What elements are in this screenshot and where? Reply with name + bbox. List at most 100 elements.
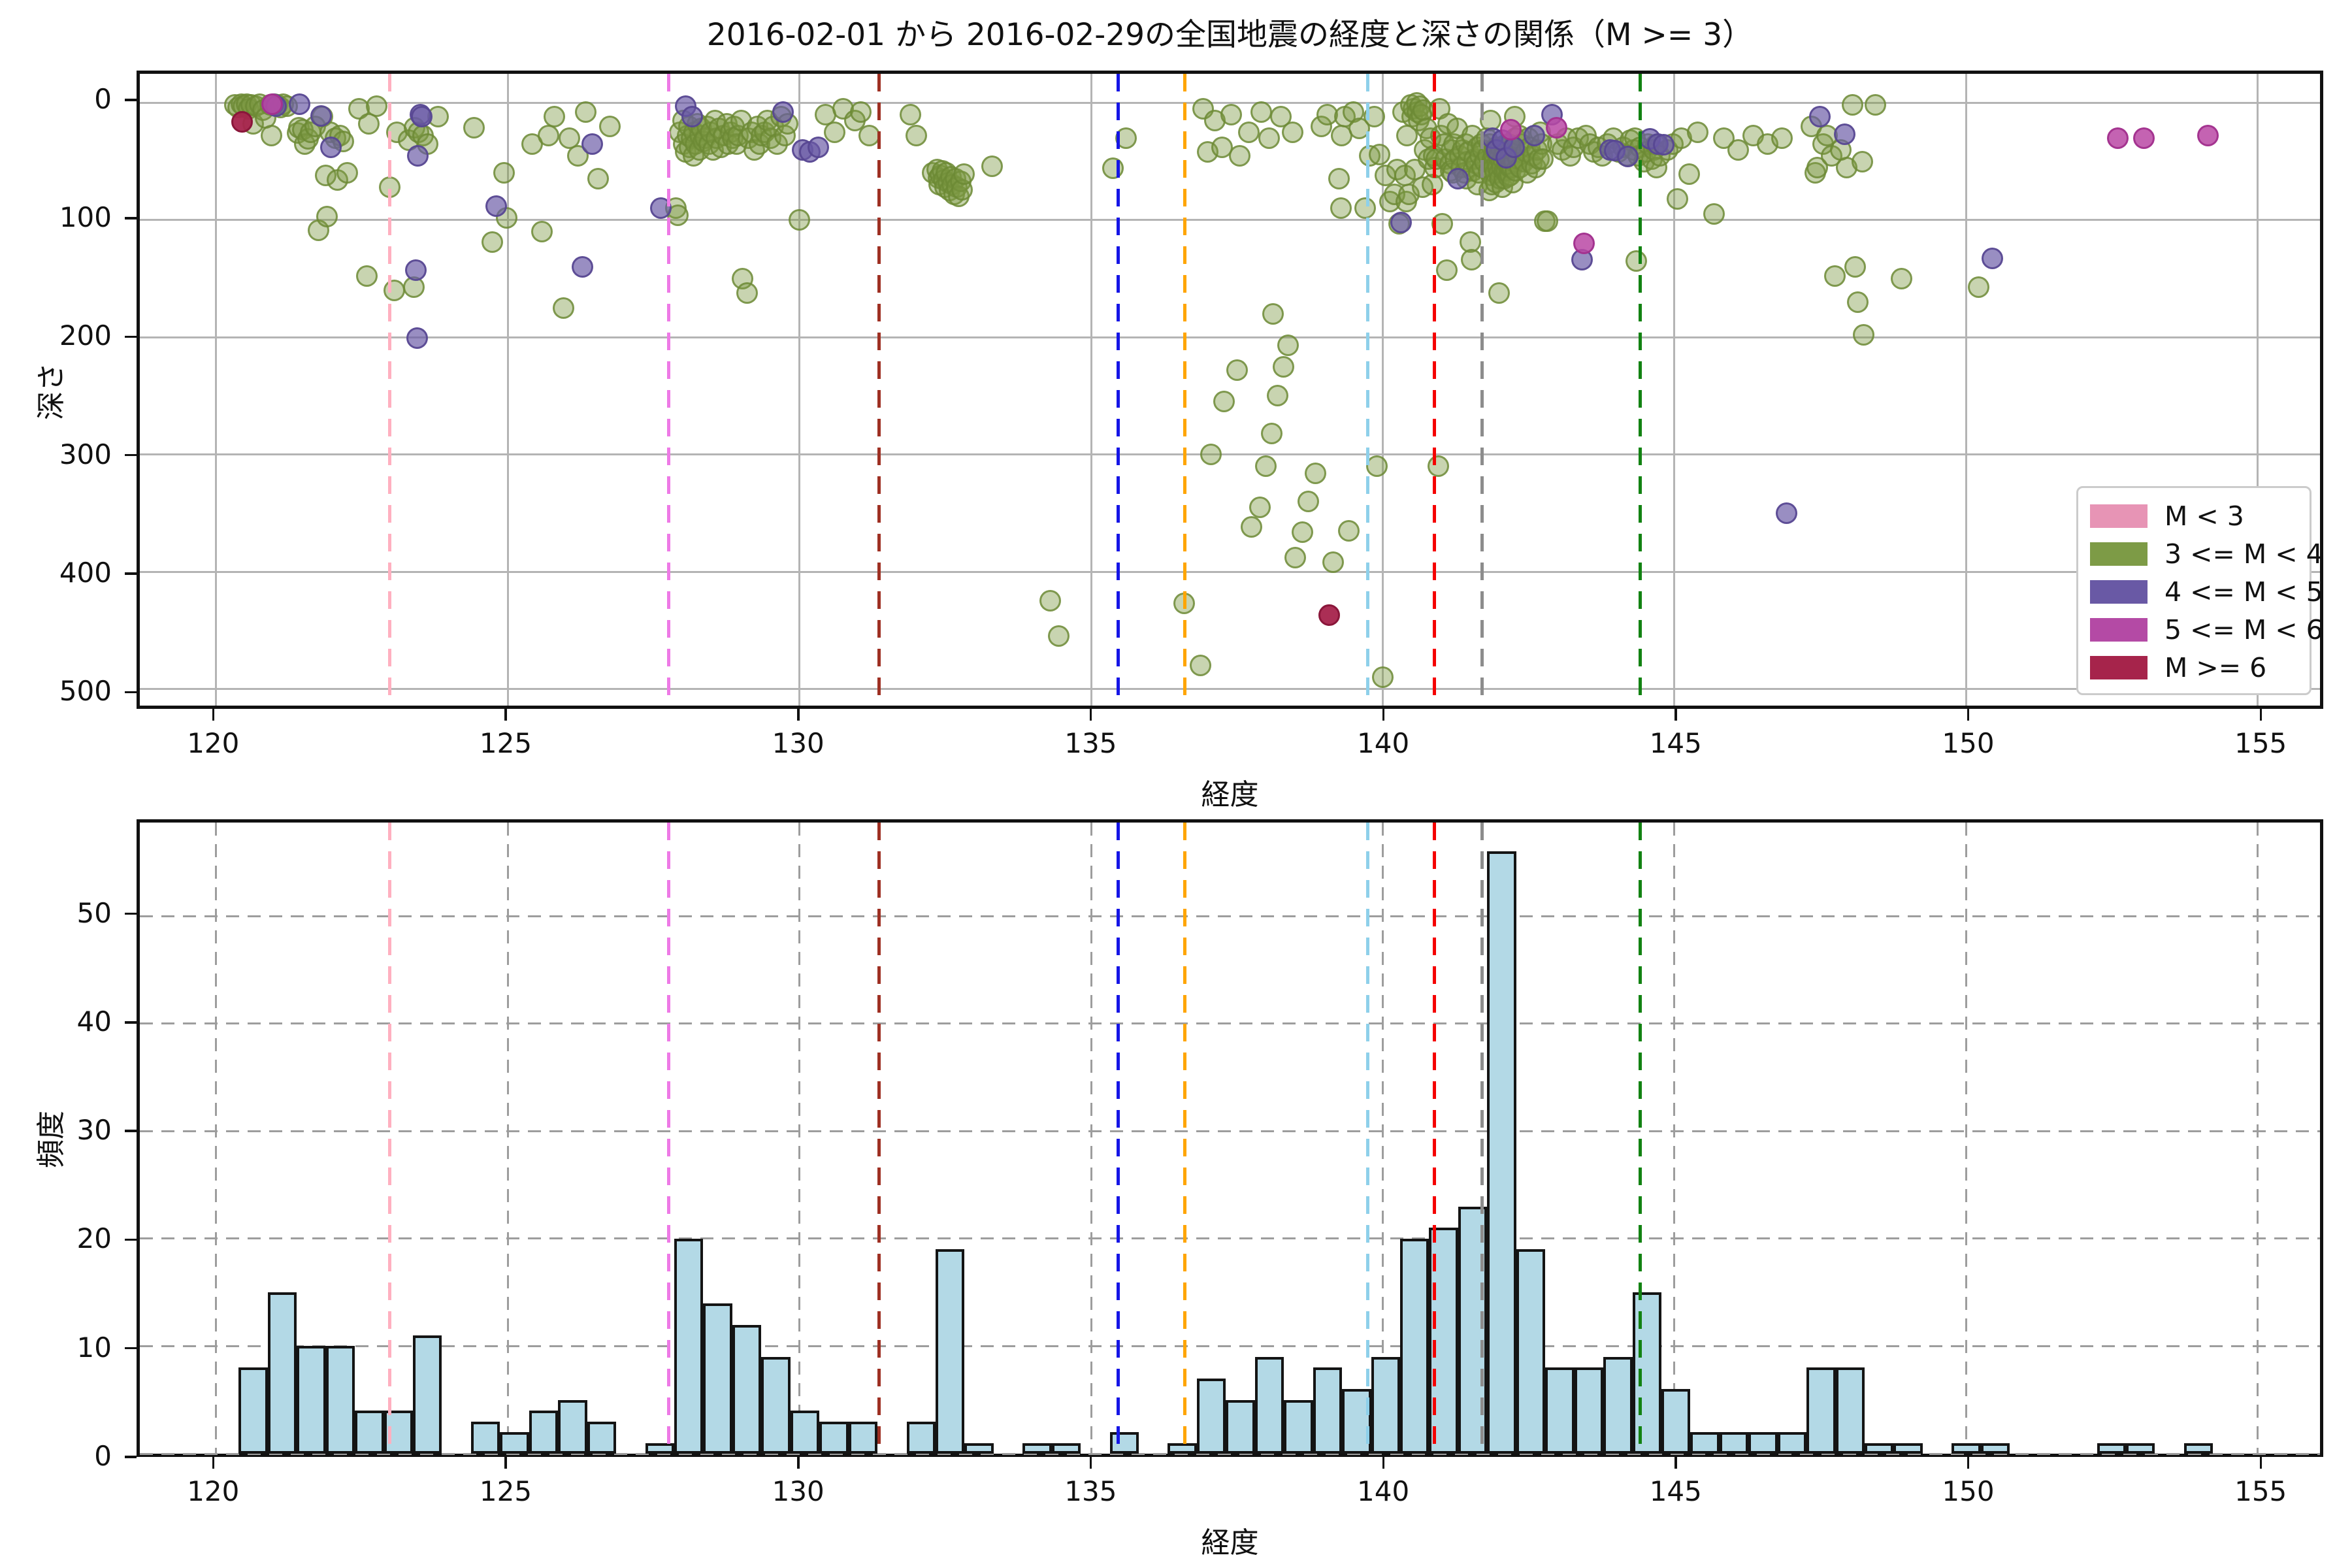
legend-swatch-o bbox=[2090, 542, 2148, 566]
tick-mark bbox=[125, 453, 137, 457]
scatter-point bbox=[681, 106, 703, 128]
scatter-point bbox=[355, 265, 378, 287]
histogram-bar bbox=[1196, 1378, 1226, 1454]
histogram-bar bbox=[1545, 1367, 1575, 1454]
scatter-point bbox=[953, 163, 975, 186]
scatter-point bbox=[1981, 248, 2003, 270]
orange-line bbox=[1183, 823, 1187, 1454]
scatter-point bbox=[1190, 655, 1212, 677]
scatter-point bbox=[1200, 444, 1222, 466]
y-tick-label: 500 bbox=[59, 675, 112, 708]
scatter-point bbox=[404, 259, 427, 282]
chart-title: 2016-02-01 から 2016-02-29の全国地震の経度と深さの関係（M… bbox=[706, 17, 1754, 53]
scatter-point bbox=[1500, 119, 1522, 141]
dark-red-line bbox=[877, 74, 881, 706]
scatter-point bbox=[1573, 233, 1595, 255]
tick-mark bbox=[1382, 1457, 1385, 1469]
legend-swatch-v bbox=[2090, 580, 2148, 604]
scatter-point bbox=[1291, 521, 1313, 543]
blue-line bbox=[1116, 823, 1120, 1454]
scatter-point bbox=[1261, 422, 1283, 444]
y-tick-label: 0 bbox=[94, 1440, 112, 1472]
x-tick-label: 150 bbox=[1942, 727, 1995, 759]
scatter-point bbox=[365, 95, 387, 118]
scatter-point bbox=[1841, 94, 1863, 116]
tick-mark bbox=[2259, 1457, 2262, 1469]
histogram-bar bbox=[1980, 1443, 2010, 1454]
gridline-vertical bbox=[1673, 823, 1676, 1454]
scatter-point bbox=[1213, 391, 1235, 413]
y-tick-label: 400 bbox=[59, 556, 112, 589]
gridline-vertical bbox=[2256, 823, 2259, 1454]
scatter-point bbox=[2197, 125, 2219, 147]
histogram-bar bbox=[267, 1292, 297, 1454]
scatter-point bbox=[1809, 106, 1831, 128]
histogram-bar bbox=[2125, 1443, 2155, 1454]
tick-mark bbox=[125, 217, 137, 220]
histogram-bar bbox=[761, 1356, 791, 1454]
tick-mark bbox=[504, 1457, 507, 1469]
scatter-point bbox=[261, 125, 283, 147]
scatter-point bbox=[1503, 137, 1525, 158]
legend-entry: 4 <= M < 5 bbox=[2090, 573, 2323, 611]
scatter-point bbox=[320, 137, 342, 158]
scatter-point bbox=[587, 168, 610, 190]
histogram-bar bbox=[790, 1411, 820, 1454]
green-line bbox=[1639, 823, 1642, 1454]
x-tick-label: 145 bbox=[1649, 727, 1702, 759]
x-axis-label-longitude-top: 経度 bbox=[1201, 778, 1259, 811]
scatter-point bbox=[2132, 127, 2155, 149]
scatter-point bbox=[336, 162, 359, 184]
histogram-bar bbox=[848, 1421, 878, 1454]
gridline-vertical bbox=[798, 823, 801, 1454]
scatter-point bbox=[1297, 490, 1319, 512]
legend-entry: M < 3 bbox=[2090, 497, 2310, 535]
tick-mark bbox=[125, 99, 137, 101]
scatter-point bbox=[1847, 291, 1869, 313]
tick-mark bbox=[797, 709, 800, 721]
gridline-vertical bbox=[215, 74, 218, 706]
gridline-vertical bbox=[1090, 74, 1092, 706]
scatter-point bbox=[1616, 146, 1639, 168]
scatter-point bbox=[1968, 276, 1990, 298]
tick-mark bbox=[125, 1347, 137, 1350]
gridline-vertical bbox=[1673, 74, 1676, 706]
histogram-bar bbox=[1284, 1399, 1313, 1454]
histogram-bar bbox=[1777, 1432, 1807, 1454]
gridline-horizontal bbox=[140, 453, 2320, 456]
gridline-vertical bbox=[506, 823, 509, 1454]
scatter-point bbox=[485, 195, 507, 217]
y-tick-label: 300 bbox=[59, 438, 112, 470]
x-tick-label: 130 bbox=[772, 1475, 825, 1507]
x-tick-label: 150 bbox=[1942, 1475, 1995, 1507]
y-tick-label: 50 bbox=[76, 896, 112, 929]
scatter-point bbox=[1390, 211, 1413, 233]
scatter-point bbox=[1853, 324, 1875, 346]
histogram-bar bbox=[1952, 1443, 1981, 1454]
gridline-horizontal bbox=[140, 1130, 2320, 1132]
scatter-point bbox=[481, 231, 503, 253]
histogram-bar bbox=[1399, 1238, 1429, 1454]
histogram-bar bbox=[297, 1346, 326, 1454]
scatter-point bbox=[1851, 150, 1873, 172]
y-tick-label: 100 bbox=[59, 201, 112, 234]
violet-line bbox=[667, 823, 671, 1454]
y-tick-label: 0 bbox=[94, 82, 112, 115]
histogram-bar bbox=[1574, 1367, 1604, 1454]
histogram-bar bbox=[238, 1367, 268, 1454]
gridline-horizontal bbox=[140, 1022, 2320, 1025]
scatter-point bbox=[538, 125, 560, 147]
histogram-bar bbox=[935, 1249, 965, 1454]
gridline-vertical bbox=[1965, 823, 1967, 1454]
gridline-vertical bbox=[798, 74, 801, 706]
histogram-bar bbox=[1051, 1443, 1081, 1454]
legend-entry: 3 <= M < 4 bbox=[2090, 535, 2323, 573]
green-line bbox=[1639, 74, 1642, 706]
gridline-vertical bbox=[506, 74, 509, 706]
tick-mark bbox=[1382, 709, 1385, 721]
scatter-point bbox=[899, 103, 921, 125]
scatter-point bbox=[1775, 502, 1797, 524]
scatter-point bbox=[1653, 134, 1675, 156]
gridline-horizontal bbox=[140, 688, 2320, 691]
tick-mark bbox=[1967, 1457, 1970, 1469]
